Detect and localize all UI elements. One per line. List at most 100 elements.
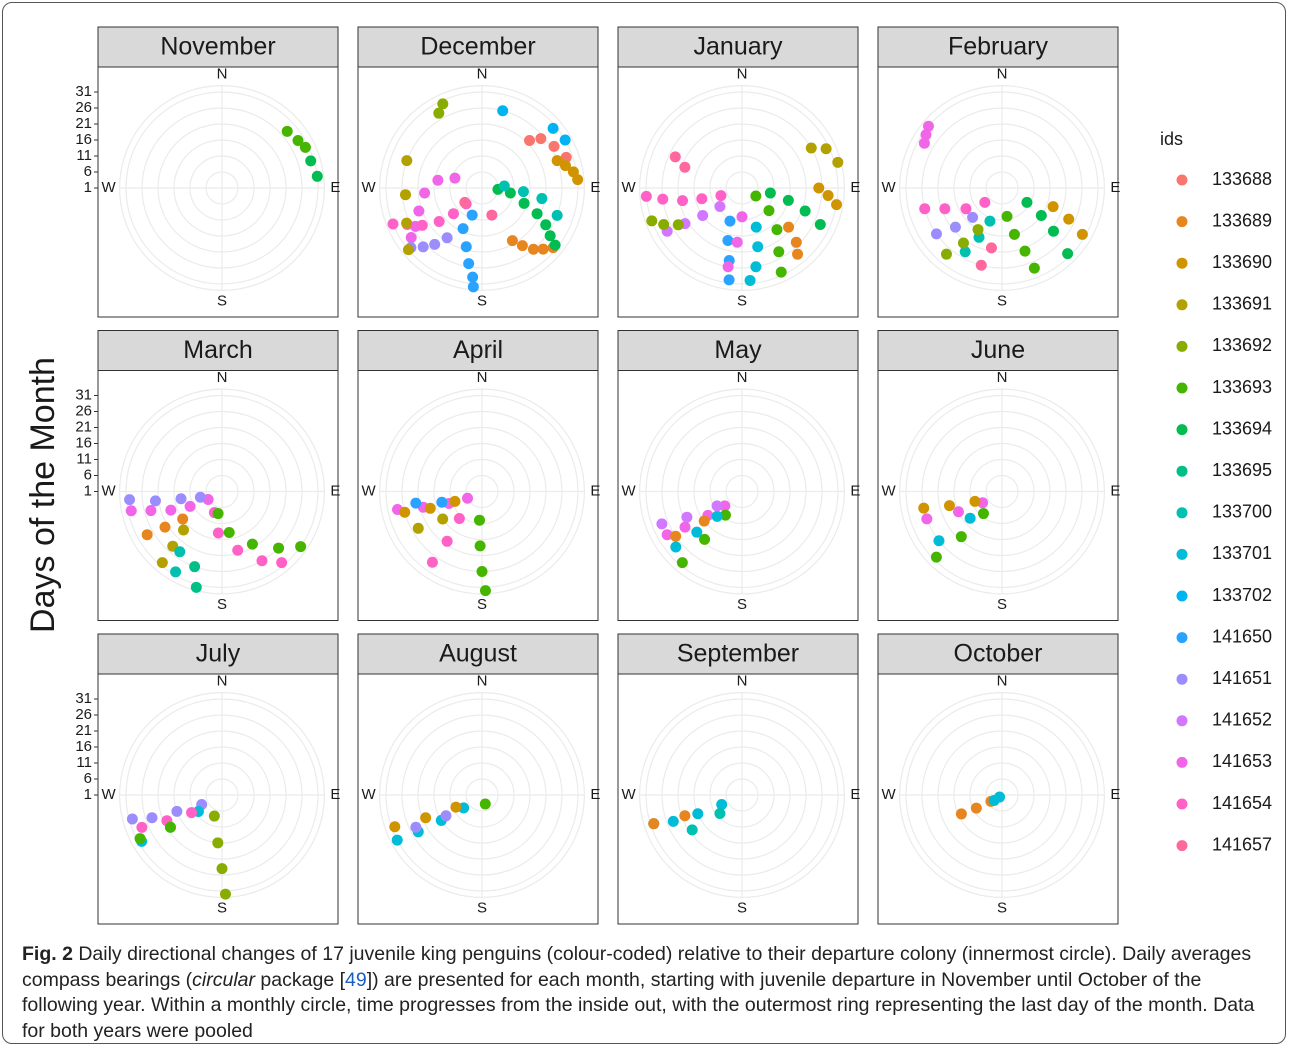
point xyxy=(189,561,201,573)
point xyxy=(437,513,449,525)
point xyxy=(775,266,787,278)
point xyxy=(955,531,967,543)
angle-label: S xyxy=(737,899,747,916)
point xyxy=(676,557,688,569)
point xyxy=(752,241,764,253)
angle-label: S xyxy=(217,596,227,613)
y-tick-label: 6 xyxy=(84,163,92,180)
angle-label: E xyxy=(590,482,600,499)
legend-swatch xyxy=(1176,590,1188,602)
point xyxy=(476,566,488,577)
point xyxy=(410,497,422,509)
angle-label: S xyxy=(477,899,487,916)
point xyxy=(719,509,731,521)
point xyxy=(506,235,518,247)
point xyxy=(208,810,220,822)
point xyxy=(387,218,399,230)
angle-label: E xyxy=(1110,482,1120,499)
y-tick-label: 6 xyxy=(84,466,92,483)
point xyxy=(281,125,293,137)
point xyxy=(799,205,811,217)
point xyxy=(134,833,146,845)
point xyxy=(1001,210,1013,222)
point xyxy=(389,821,401,833)
point xyxy=(699,533,711,545)
point xyxy=(648,818,660,830)
angle-label: E xyxy=(590,786,600,803)
angle-label: S xyxy=(737,596,747,613)
point xyxy=(658,219,670,231)
point xyxy=(548,140,560,152)
point xyxy=(401,155,413,167)
point xyxy=(498,180,510,192)
angle-label: S xyxy=(997,899,1007,916)
angle-label: N xyxy=(477,673,488,690)
point xyxy=(922,120,934,132)
angle-label: N xyxy=(217,369,228,386)
point xyxy=(782,194,794,206)
point xyxy=(560,151,572,163)
point xyxy=(145,505,157,517)
point xyxy=(440,810,452,822)
point xyxy=(146,812,158,824)
legend-label: 133690 xyxy=(1212,252,1272,272)
point xyxy=(175,493,187,505)
panel-title: December xyxy=(420,33,535,61)
point xyxy=(405,232,417,244)
point xyxy=(763,205,775,217)
angle-label: W xyxy=(622,482,637,499)
angle-label: E xyxy=(850,179,860,196)
point xyxy=(419,187,431,199)
point xyxy=(517,186,529,198)
point xyxy=(186,807,198,819)
point xyxy=(670,530,682,542)
point xyxy=(473,514,485,526)
y-tick-label: 31 xyxy=(75,386,92,403)
y-tick-label: 31 xyxy=(75,83,92,100)
point xyxy=(814,219,826,231)
point xyxy=(467,281,479,293)
point xyxy=(716,798,728,810)
point xyxy=(955,808,967,820)
point xyxy=(714,201,726,213)
y-axis-label: Days of the Month xyxy=(24,357,62,633)
point xyxy=(126,813,138,825)
point xyxy=(399,189,411,201)
point xyxy=(537,243,549,255)
point xyxy=(437,98,449,110)
legend-swatch xyxy=(1176,756,1188,768)
point xyxy=(943,500,955,512)
point xyxy=(171,805,183,817)
angle-label: E xyxy=(330,482,340,499)
angle-label: W xyxy=(102,482,117,499)
point xyxy=(559,134,571,146)
legend-label: 141657 xyxy=(1212,834,1272,854)
point xyxy=(399,506,411,518)
point xyxy=(299,141,311,153)
point xyxy=(463,258,475,270)
point xyxy=(722,235,734,247)
point xyxy=(1047,225,1059,237)
point xyxy=(640,190,652,202)
point xyxy=(424,502,436,514)
legend-label: 133688 xyxy=(1212,169,1272,189)
point xyxy=(711,510,723,522)
legend-swatch xyxy=(1176,548,1188,560)
angle-label: S xyxy=(997,292,1007,309)
point xyxy=(715,190,727,202)
point xyxy=(805,142,817,154)
legend-label: 141650 xyxy=(1212,626,1272,646)
point xyxy=(918,137,930,149)
angle-label: E xyxy=(330,179,340,196)
point xyxy=(698,515,710,527)
caption-ref[interactable]: 49 xyxy=(345,968,367,991)
strip xyxy=(617,26,859,68)
angle-label: N xyxy=(997,369,1008,386)
point xyxy=(516,240,528,252)
point xyxy=(977,508,989,520)
point xyxy=(295,541,307,553)
panel-title: September xyxy=(677,640,799,668)
angle-label: W xyxy=(882,786,897,803)
point xyxy=(410,821,422,833)
angle-label: S xyxy=(997,596,1007,613)
